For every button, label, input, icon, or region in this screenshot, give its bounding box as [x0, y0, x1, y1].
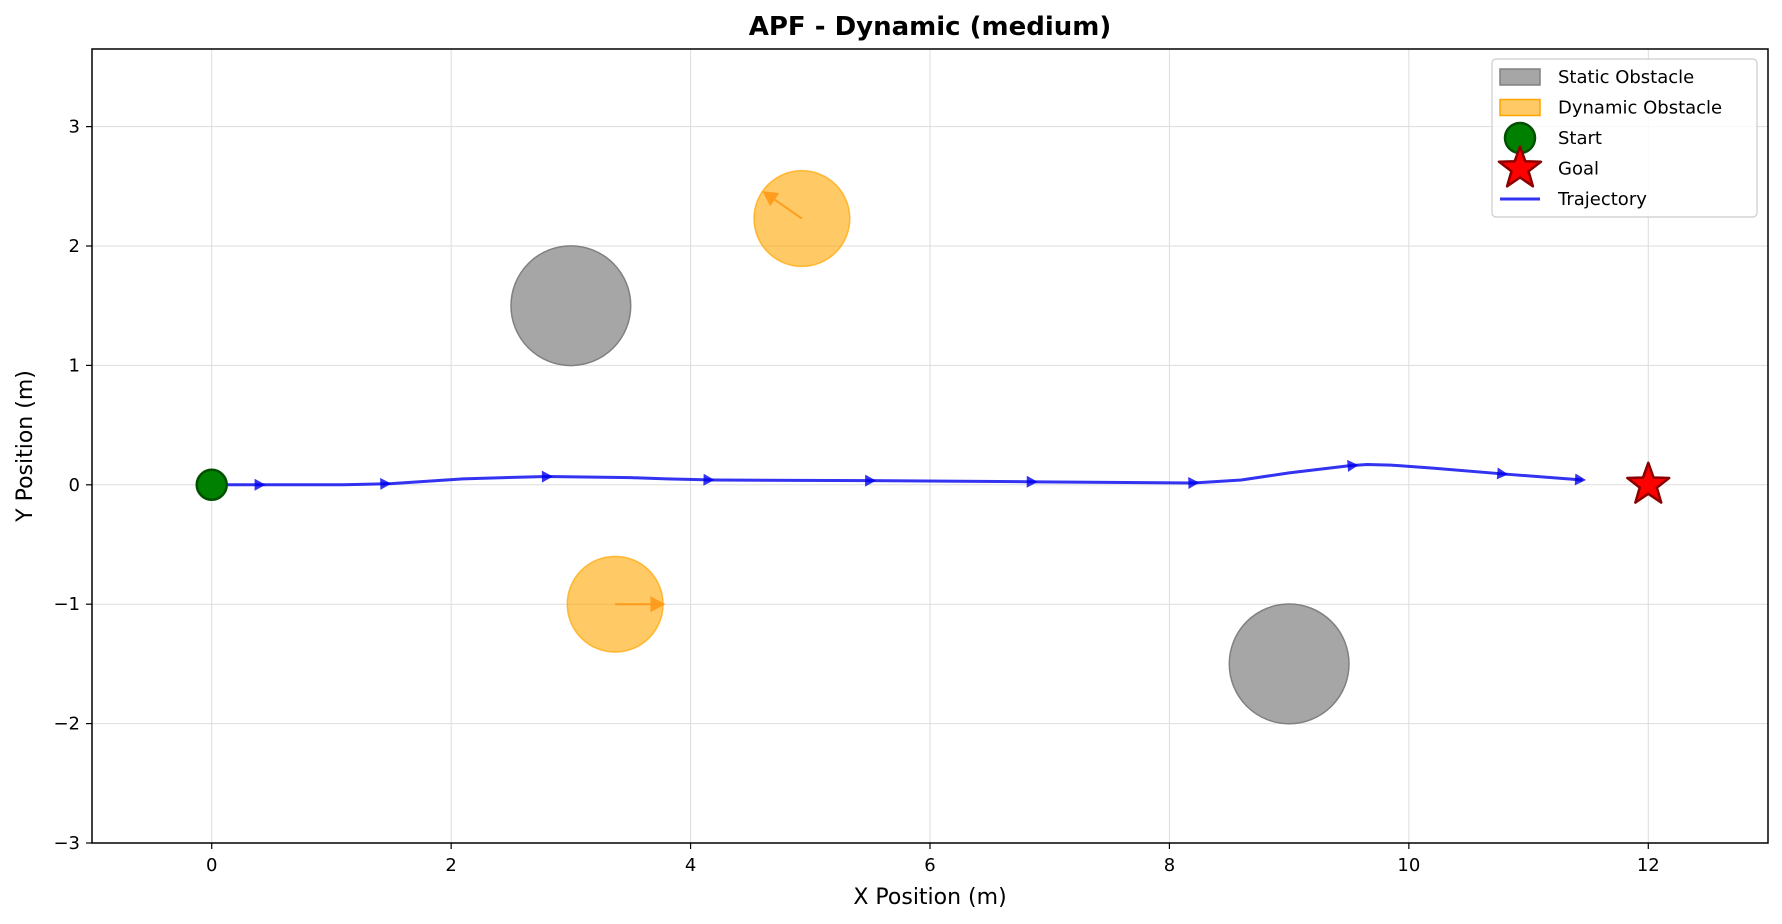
- trajectory-arrow: [865, 474, 877, 487]
- legend-dynamic-obstacle-swatch: [1499, 98, 1541, 117]
- velocity-arrow-head: [650, 596, 666, 613]
- y-tick-label: −1: [53, 594, 80, 615]
- y-tick-label: −2: [53, 714, 80, 735]
- chart-title: APF - Dynamic (medium): [749, 12, 1112, 42]
- legend-item: Static Obstacle: [1499, 67, 1694, 88]
- legend-item: Dynamic Obstacle: [1499, 98, 1722, 119]
- trajectory-arrow: [703, 473, 715, 486]
- legend-item: Start: [1503, 121, 1602, 155]
- trajectory-arrow: [380, 477, 392, 490]
- legend-static-obstacle-swatch: [1499, 68, 1541, 86]
- start-marker: [195, 468, 228, 502]
- legend-label: Static Obstacle: [1558, 67, 1694, 88]
- goal-marker: [1626, 461, 1671, 504]
- y-tick-label: 1: [69, 355, 80, 376]
- trajectory-arrow: [1347, 459, 1359, 472]
- velocity-arrow-head: [762, 191, 780, 207]
- legend: Static Obstacle Dynamic Obstacle Start Goal…: [1491, 58, 1758, 218]
- trajectory-arrow: [1496, 467, 1509, 480]
- trajectory-arrow: [254, 478, 266, 491]
- static-obstacle: [1228, 603, 1350, 725]
- trajectory-arrow: [1188, 476, 1200, 489]
- trajectory-arrow: [1574, 473, 1587, 486]
- x-tick-label: 6: [924, 855, 935, 876]
- y-tick-label: 3: [69, 117, 80, 138]
- legend-label: Start: [1558, 128, 1602, 149]
- trajectory-line: [211, 463, 1583, 487]
- legend-label: Trajectory: [1557, 189, 1647, 210]
- x-axis-label: X Position (m): [853, 885, 1006, 910]
- y-tick-label: −3: [53, 833, 80, 854]
- static-obstacle: [510, 245, 632, 367]
- trajectory-arrow: [541, 470, 553, 483]
- legend-label: Goal: [1558, 159, 1599, 180]
- x-tick-label: 12: [1637, 855, 1660, 876]
- y-tick-label: 0: [69, 475, 80, 496]
- legend-box: [1491, 58, 1758, 218]
- legend-item: Trajectory: [1500, 189, 1647, 210]
- x-tick-label: 2: [445, 855, 456, 876]
- velocity-arrow-shaft: [774, 198, 803, 220]
- x-tick-label: 4: [685, 855, 696, 876]
- y-tick-label: 2: [69, 236, 80, 257]
- legend-label: Dynamic Obstacle: [1558, 98, 1722, 119]
- trajectory: [211, 459, 1587, 491]
- x-tick-label: 8: [1164, 855, 1175, 876]
- legend-goal-swatch: [1497, 145, 1543, 188]
- x-tick-label: 0: [206, 855, 217, 876]
- x-tick-label: 10: [1397, 855, 1420, 876]
- legend-item: Goal: [1497, 145, 1599, 188]
- y-axis-label: Y Position (m): [13, 370, 38, 523]
- markers: [195, 461, 1671, 504]
- trajectory-arrow: [1026, 475, 1038, 488]
- obstacles: [510, 169, 1350, 725]
